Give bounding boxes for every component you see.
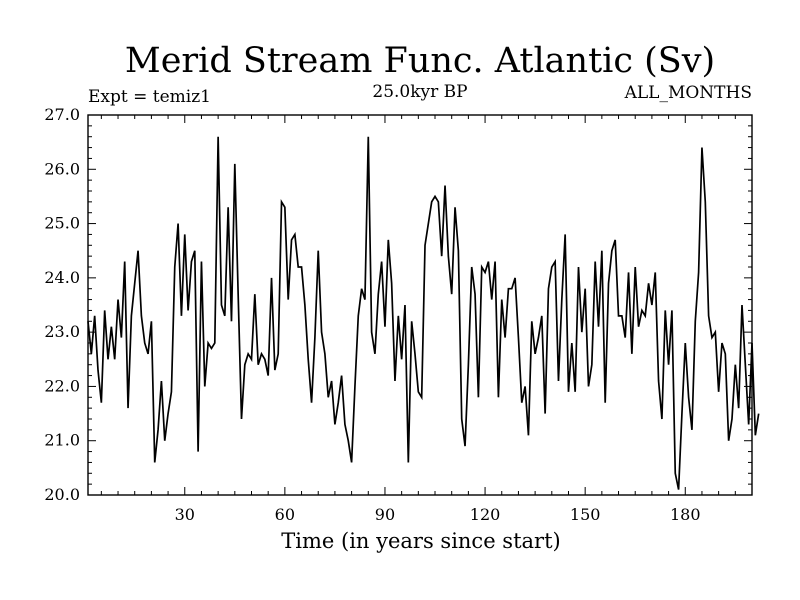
y-tick-labels: 20.0 21.0 22.0 23.0 24.0 25.0 26.0 27.0 — [44, 105, 80, 504]
x-tick-label: 30 — [175, 505, 195, 524]
x-tick-label: 60 — [275, 505, 295, 524]
x-tick-label: 120 — [470, 505, 501, 524]
chart-title: Merid Stream Func. Atlantic (Sv) — [125, 41, 715, 81]
x-tick-labels: 30 60 90 120 150 180 — [175, 505, 701, 524]
y-tick-label: 24.0 — [44, 268, 80, 287]
y-tick-label: 26.0 — [44, 159, 80, 178]
chart-subtitle: 25.0kyr BP — [372, 82, 467, 102]
series-line — [87, 136, 760, 490]
y-tick-label: 27.0 — [44, 105, 80, 124]
x-tick-label: 180 — [670, 505, 701, 524]
y-tick-label: 20.0 — [44, 485, 80, 504]
y-tick-label: 23.0 — [44, 322, 80, 341]
plot-frame — [87, 114, 753, 496]
experiment-label: Expt = temiz1 — [88, 87, 211, 107]
y-tick-label: 21.0 — [44, 431, 80, 450]
y-tick-label: 25.0 — [44, 214, 80, 233]
months-label: ALL_MONTHS — [624, 83, 752, 103]
x-axis-label: Time (in years since start) — [281, 529, 560, 553]
x-tick-label: 90 — [375, 505, 395, 524]
x-tick-label: 150 — [570, 505, 601, 524]
y-tick-label: 22.0 — [44, 376, 80, 395]
